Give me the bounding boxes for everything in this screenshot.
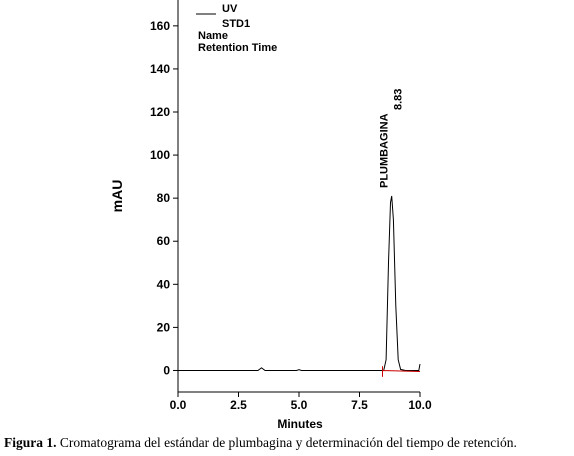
trace bbox=[178, 195, 421, 371]
caption-text: Cromatograma del estándar de plumbagina … bbox=[57, 435, 517, 450]
peak-name: PLUMBAGINA bbox=[379, 113, 391, 188]
y-tick-label: 20 bbox=[157, 320, 171, 334]
y-tick-label: 100 bbox=[150, 148, 170, 162]
y-tick-label: 0 bbox=[163, 363, 170, 377]
y-tick-label: 160 bbox=[150, 19, 170, 33]
x-tick-label: 5.0 bbox=[291, 398, 308, 412]
legend-label: Name bbox=[198, 30, 228, 42]
legend-label: Retention Time bbox=[198, 42, 277, 54]
y-tick-label: 140 bbox=[150, 62, 170, 76]
legend-label: STD1 bbox=[222, 18, 250, 30]
y-tick-label: 120 bbox=[150, 105, 170, 119]
caption-label: Figura 1. bbox=[4, 435, 57, 450]
y-tick-label: 60 bbox=[157, 234, 171, 248]
x-tick-label: 10.0 bbox=[408, 398, 432, 412]
y-axis-label: mAU bbox=[109, 180, 125, 213]
y-tick-label: 80 bbox=[157, 191, 171, 205]
y-tick-label: 40 bbox=[157, 277, 171, 291]
x-tick-label: 7.5 bbox=[351, 398, 368, 412]
trace bbox=[382, 366, 421, 377]
x-tick-label: 0.0 bbox=[170, 398, 187, 412]
caption: Figura 1. Cromatograma del estándar de p… bbox=[4, 435, 517, 450]
legend-label: UV bbox=[222, 3, 238, 15]
peak-time: 8.83 bbox=[393, 89, 405, 110]
x-axis-label: Minutes bbox=[277, 417, 323, 431]
x-tick-label: 2.5 bbox=[230, 398, 247, 412]
